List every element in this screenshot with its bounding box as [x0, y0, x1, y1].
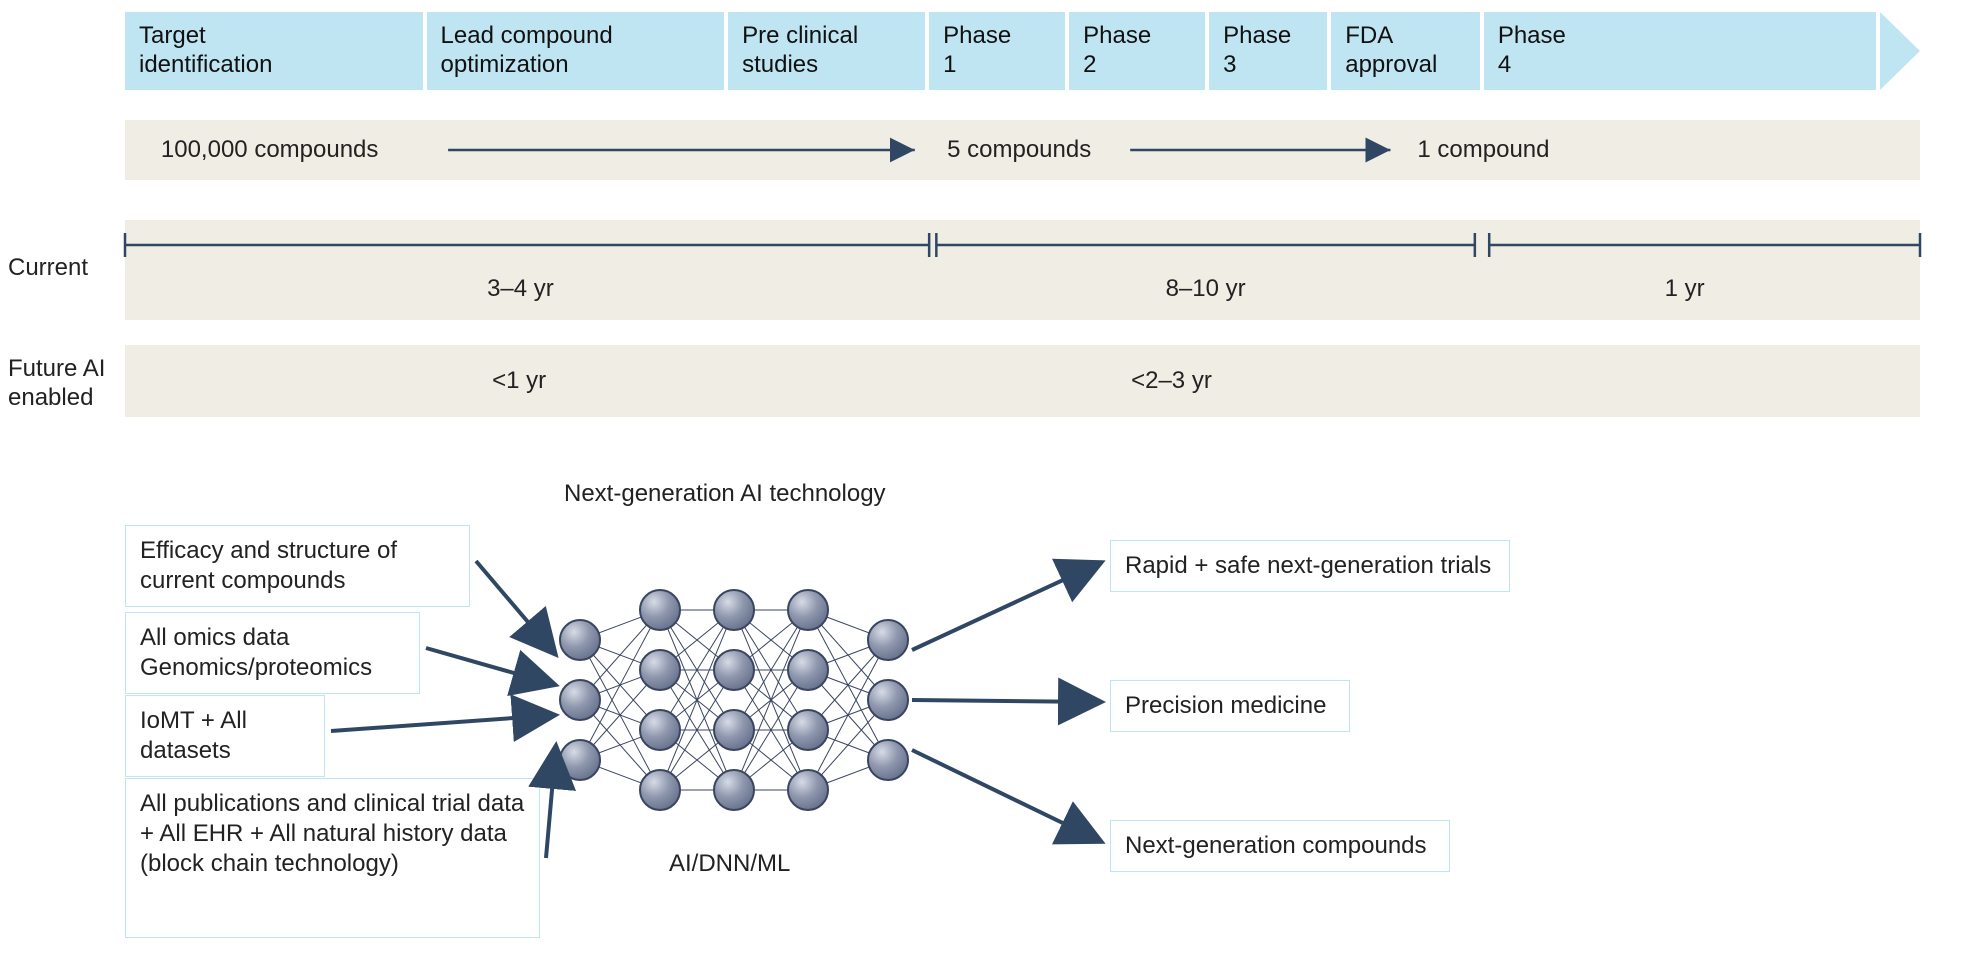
nn-node-0-1 — [560, 680, 600, 720]
funnel-arrows — [125, 120, 1920, 180]
nn-node-1-1 — [640, 650, 680, 690]
nn-node-4-0 — [868, 620, 908, 660]
phase-arrowhead — [1880, 12, 1920, 90]
phase-0: Target identification — [125, 12, 423, 90]
nn-output-0: Rapid + safe next-generation trials — [1110, 540, 1510, 592]
nn-caption: AI/DNN/ML — [669, 850, 790, 878]
nn-node-4-2 — [868, 740, 908, 780]
phase-3: Phase1 — [929, 12, 1065, 90]
nn-node-2-2 — [714, 710, 754, 750]
nn-node-3-3 — [788, 770, 828, 810]
nn-node-2-1 — [714, 650, 754, 690]
phase-2: Pre clinical studies — [728, 12, 925, 90]
nn-node-3-2 — [788, 710, 828, 750]
nn-input-0: Efficacy and structure of current compou… — [125, 525, 470, 607]
future-seg-0: <1 yr — [492, 367, 546, 395]
nn-node-2-3 — [714, 770, 754, 810]
phase-7: Phase4 — [1484, 12, 1876, 90]
nn-node-3-0 — [788, 590, 828, 630]
nn-input-1: All omics data Genomics/proteomics — [125, 612, 420, 694]
nn-node-1-3 — [640, 770, 680, 810]
nn-node-2-0 — [714, 590, 754, 630]
phase-6: FDA approval — [1331, 12, 1480, 90]
nn-input-3: All publications and clinical trial data… — [125, 778, 540, 938]
current-seg-0: 3–4 yr — [487, 275, 554, 303]
nn-node-3-1 — [788, 650, 828, 690]
nn-input-2: IoMT + All datasets — [125, 695, 325, 777]
nn-output-1: Precision medicine — [1110, 680, 1350, 732]
future-row — [125, 345, 1920, 417]
current-seg-1: 8–10 yr — [1166, 275, 1246, 303]
future-seg-1: <2–3 yr — [1131, 367, 1212, 395]
current-seg-2: 1 yr — [1665, 275, 1705, 303]
nn-title: Next-generation AI technology — [564, 480, 886, 508]
nn-node-0-0 — [560, 620, 600, 660]
nn-node-4-1 — [868, 680, 908, 720]
phase-1: Lead compound optimization — [427, 12, 725, 90]
diagram-stage: Target identificationLead compound optim… — [0, 0, 1964, 965]
nn-node-1-0 — [640, 590, 680, 630]
current-brackets — [105, 220, 1940, 320]
phase-5: Phase3 — [1209, 12, 1327, 90]
current-label: Current — [8, 254, 88, 283]
nn-node-0-2 — [560, 740, 600, 780]
nn-node-1-2 — [640, 710, 680, 750]
future-label: Future AIenabled — [8, 355, 105, 413]
nn-output-2: Next-generation compounds — [1110, 820, 1450, 872]
phase-4: Phase2 — [1069, 12, 1205, 90]
